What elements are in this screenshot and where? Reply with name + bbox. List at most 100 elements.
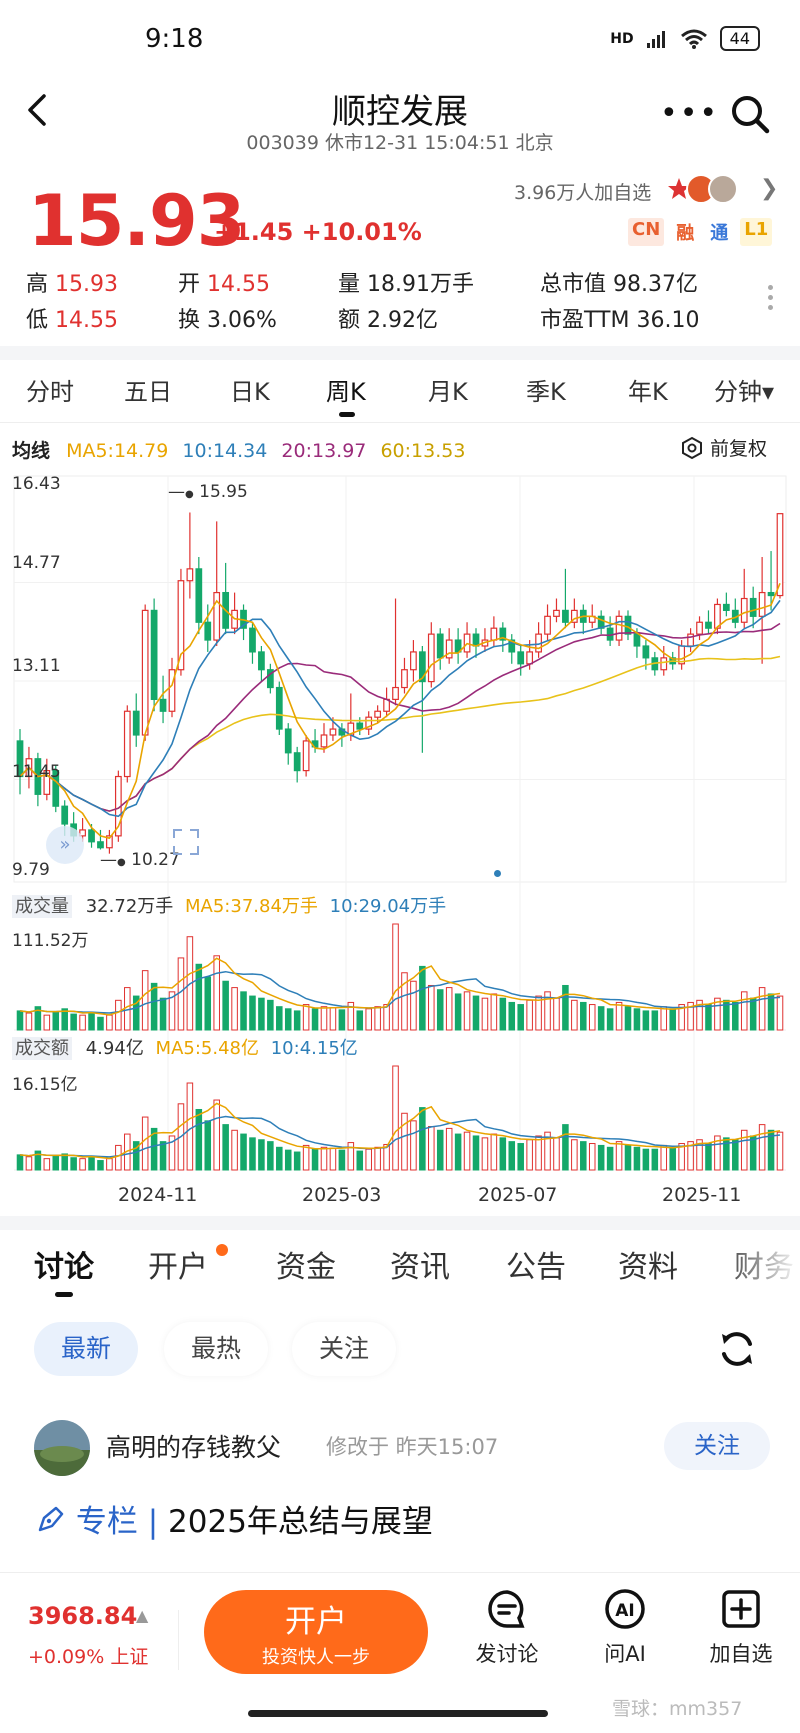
high-marker-label: —● 15.95 [168,482,248,502]
follower-avatars[interactable] [664,174,738,204]
stat-open: 开 14.55 [178,266,270,298]
tab-daily-k[interactable]: 日K [230,378,270,406]
ma5-line [19,582,781,840]
amount-bar [571,1139,578,1171]
candle-body [472,633,480,647]
tab-open-account[interactable]: 开户 [148,1250,208,1285]
fullscreen-icon[interactable] [166,822,206,862]
filter-hot[interactable]: 最热 [164,1322,268,1376]
amount-bar [213,1099,220,1171]
candle-body [43,769,51,795]
x-tick-label: 2024-11 [118,1184,198,1206]
amount-bar [767,1129,775,1171]
amount-ma10: 10:4.15亿 [270,1038,358,1059]
amount-bar [723,1137,730,1171]
amount-bar [159,1141,167,1171]
search-button[interactable] [728,92,772,140]
active-tab-indicator [55,1292,73,1297]
post-title[interactable]: 专栏 | 2025年总结与展望 [34,1496,433,1541]
candle-body [141,609,149,736]
index-change[interactable]: +0.09% 上证 [28,1646,149,1668]
add-watchlist-label: 加自选 [709,1642,773,1666]
candle-body [16,740,24,778]
post-discussion-button[interactable]: 发讨论 [462,1588,552,1668]
amount-bar [168,1135,176,1171]
amount-bar [705,1143,712,1171]
amount-bar [410,1120,417,1171]
chevron-right-icon[interactable]: ❯ [760,176,779,201]
tab-timeshare[interactable]: 分时 [26,378,74,406]
volume-bar [240,991,247,1031]
stat-low-value: 14.55 [55,308,118,333]
open-account-button[interactable]: 开户 投资快人一步 [204,1590,428,1674]
volume-bar [293,1010,301,1031]
tab-minute[interactable]: 分钟▾ [714,378,775,406]
refresh-button[interactable] [714,1326,760,1376]
stat-high: 高 15.93 [26,266,118,298]
follow-count[interactable]: 3.96万人加自选 [514,182,652,204]
volume-bar [419,965,426,1031]
amount-bar [535,1135,542,1171]
amount-bar [588,1143,596,1171]
amount-bar [43,1158,51,1171]
tab-announcements[interactable]: 公告 [506,1250,566,1285]
y-tick-label: 16.43 [12,474,61,494]
home-indicator[interactable] [248,1710,548,1717]
tab-yearly-k[interactable]: 年K [628,378,668,406]
x-tick-label: 2025-11 [662,1184,742,1206]
filter-latest[interactable]: 最新 [34,1322,138,1376]
status-time: 9:18 [145,24,204,54]
chart-frame [13,475,787,883]
amount-bar [660,1144,668,1171]
filter-following[interactable]: 关注 [292,1322,396,1376]
tab-discussion[interactable]: 讨论 [34,1250,94,1285]
candle-body [284,728,292,754]
volume-ma10: 10:29.04万手 [329,896,447,917]
amount-bar [61,1153,68,1171]
amount-bar [79,1158,86,1171]
index-value[interactable]: 3968.84 [28,1602,138,1630]
candle-body [642,645,650,659]
tab-monthly-k[interactable]: 月K [428,378,468,406]
scroll-left-icon[interactable]: » [46,826,84,864]
post-title-text: 2025年总结与展望 [168,1504,433,1540]
amount-bar [240,1133,247,1171]
tab-quarterly-k[interactable]: 季K [526,378,566,406]
volume-bar [34,1006,42,1031]
more-menu-button[interactable]: ••• [660,96,719,131]
tab-weekly-k[interactable]: 周K [326,378,366,406]
kline-chart[interactable] [0,460,800,1180]
amount-bar [490,1133,498,1171]
amount-bar [499,1137,507,1171]
period-tabs: 分时 五日 日K 周K 月K 季K 年K 分钟▾ [0,372,800,422]
ma20-value: 20:13.97 [281,440,367,462]
ask-ai-button[interactable]: AI 问AI [580,1588,670,1668]
ai-icon: AI [605,1589,645,1629]
tab-capital[interactable]: 资金 [276,1250,336,1285]
adjust-toggle[interactable]: 前复权 [680,434,767,461]
amount-bar [544,1131,551,1171]
candle-body [365,716,373,730]
back-button[interactable] [22,90,62,140]
amount-bar [365,1148,372,1171]
tab-five-day[interactable]: 五日 [124,378,172,406]
candle-body [445,639,453,659]
expand-stats-icon[interactable] [768,280,776,315]
amount-bar [749,1135,757,1171]
avatar[interactable] [34,1420,90,1476]
amount-tag: 成交额 [12,1037,72,1060]
avatar [708,174,738,204]
follow-button[interactable]: 关注 [664,1422,770,1470]
amount-bar [472,1135,480,1171]
tab-news[interactable]: 资讯 [390,1250,450,1285]
tab-profile[interactable]: 资料 [618,1250,678,1285]
volume-bar [392,923,399,1031]
x-tick-label: 2025-03 [302,1184,382,1206]
plus-square-icon [722,1590,760,1628]
candle-body [508,639,516,653]
stat-open-label: 开 [178,272,201,297]
network-label: HD [610,30,634,47]
add-watchlist-button[interactable]: 加自选 [696,1588,786,1668]
stat-market-cap: 总市值 98.37亿 [540,272,698,297]
post-author[interactable]: 高明的存钱教父 [106,1433,282,1462]
